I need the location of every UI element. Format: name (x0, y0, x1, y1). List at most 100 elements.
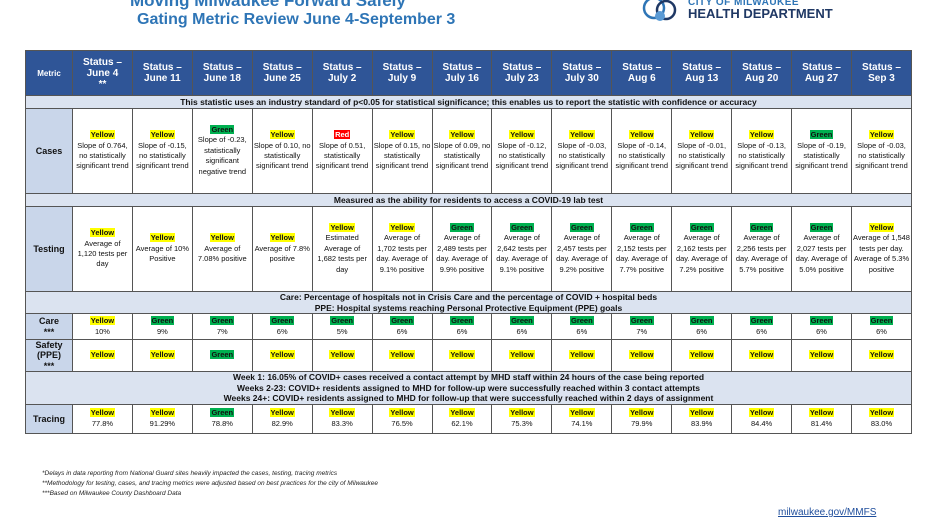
status-text: Estimated Average of 1,682 tests per day (317, 233, 367, 274)
metric-label: Cases (25, 108, 73, 194)
status-badge: Green (210, 316, 235, 326)
status-text: Average of 10% Positive (135, 243, 189, 264)
status-cell: Yellow 83.3% (311, 403, 373, 434)
status-cell: Yellow Average of 1,702 tests per day. Av… (371, 206, 433, 292)
status-text: Slope of -0.13, no statistically signifi… (735, 140, 788, 171)
header-cell: Status – June 4 ** (72, 50, 133, 96)
status-badge: Yellow (149, 350, 176, 360)
note-cell: Care: Percentage of hospitals not in Cri… (25, 291, 912, 314)
note-row: This statistic uses an industry standard… (25, 95, 912, 109)
status-text: Average of 2,027 tests per day. Average … (795, 233, 848, 274)
status-cell: Green Average of 2,027 tests per day. Ave… (791, 206, 852, 292)
status-badge: Yellow (868, 350, 895, 360)
status-cell: Green 9% (131, 313, 193, 340)
note-row: Measured as the ability for residents to… (25, 193, 912, 207)
status-badge: Green (510, 316, 534, 326)
status-cell: Yellow 84.4% (731, 403, 793, 434)
note-cell: Week 1: 16.05% of COVID+ cases received … (25, 371, 912, 405)
header-label: Status – (622, 62, 662, 73)
status-text: Slope of 0.09, no statistically signific… (433, 140, 491, 171)
status-text: 6% (696, 326, 708, 336)
status-badge: Yellow (509, 350, 535, 360)
status-text: 84.4% (750, 418, 773, 428)
status-cell: Yellow (131, 338, 193, 373)
note-line: Measured as the ability for residents to… (333, 194, 604, 205)
header-label: Status – (83, 56, 122, 68)
status-cell: Yellow Estimated Average of 1,682 tests p… (311, 206, 373, 292)
status-cell: Yellow Slope of 0.764, no statistically s… (72, 108, 133, 194)
status-text: Slope of -0.12, no statistically signifi… (495, 140, 549, 171)
status-badge: Yellow (569, 130, 595, 140)
header-label: Status – (202, 62, 242, 73)
header-cell: Status – Aug 6 (611, 50, 673, 96)
status-text: Average of 2,642 tests per day. Average … (496, 233, 548, 274)
status-cell: Yellow Slope of -0.03, no statistically s… (551, 108, 613, 194)
status-badge: Yellow (569, 408, 595, 418)
status-cell: Green Average of 2,642 tests per day. Ave… (491, 206, 553, 292)
note-cell: This statistic uses an industry standard… (25, 95, 912, 109)
status-cell: Yellow (311, 338, 373, 373)
status-badge: Green (210, 350, 235, 360)
status-cell: Yellow (611, 338, 673, 373)
status-cell: Yellow Slope of -0.15, no statistically s… (131, 108, 193, 194)
link[interactable]: milwaukee.gov/MMFS (778, 507, 877, 518)
footnote: **Methodology for testing, cases, and tr… (42, 480, 379, 487)
status-badge: Yellow (629, 408, 655, 418)
metric-label: Tracing (25, 403, 73, 434)
status-cell: Green 6% (251, 313, 313, 340)
status-cell: Red Slope of 0.51, statistically signific… (311, 108, 373, 194)
status-cell: Yellow 79.9% (611, 403, 673, 434)
status-badge: Yellow (868, 222, 895, 232)
header-label: Status – (742, 62, 782, 73)
status-cell: Green Slope of -0.23, statistically signi… (191, 108, 253, 194)
metric-name: Tracing (32, 413, 65, 424)
status-badge: Yellow (89, 408, 116, 418)
metrics-table: Metric Status – June 4 ** Status – June 11 Sta… (25, 50, 913, 434)
header-label: Status – (682, 62, 722, 73)
status-badge: Yellow (329, 350, 355, 360)
status-text: 83.0% (870, 418, 893, 428)
header-cell: Status – July 9 (371, 50, 433, 96)
title: Moving Milwaukee Forward Safely (130, 0, 406, 10)
status-text: Slope of -0.15, no statistically signifi… (136, 140, 189, 171)
header-cell: Status – June 18 (191, 50, 253, 96)
status-badge: Yellow (449, 408, 475, 418)
status-badge: Green (869, 316, 894, 326)
metric-row: Cases Yellow Slope of 0.764, no statistica… (25, 108, 913, 194)
status-cell: Yellow 76.5% (371, 403, 433, 434)
header-date: June 25 (263, 73, 301, 84)
status-cell: Yellow Average of 1,548 tests per day. Av… (850, 206, 913, 292)
status-badge: Green (330, 316, 354, 326)
status-text: 10% (94, 326, 110, 336)
status-badge: Yellow (89, 316, 116, 326)
note-line: This statistic uses an industry standard… (180, 96, 757, 107)
status-text: 82.9% (271, 418, 293, 428)
status-text: 83.9% (691, 418, 713, 428)
status-cell: Green 6% (431, 313, 493, 340)
status-badge: Yellow (449, 350, 475, 360)
header-date: July 9 (387, 73, 417, 84)
note-row: Care: Percentage of hospitals not in Cri… (25, 291, 912, 314)
status-cell: Yellow (371, 338, 433, 373)
status-badge: Yellow (808, 408, 835, 418)
header-date: July 30 (564, 73, 599, 84)
status-text: 78.8% (211, 418, 233, 428)
note-line: Week 1: 16.05% of COVID+ cases received … (232, 372, 705, 383)
status-badge: Yellow (569, 350, 595, 360)
status-badge: Green (390, 316, 414, 326)
status-text: Average of 7.8% positive (254, 243, 310, 264)
status-cell: Yellow (72, 338, 133, 373)
status-badge: Yellow (149, 233, 176, 243)
header-cell: Status – Aug 27 (791, 50, 852, 96)
status-badge: Green (749, 222, 774, 232)
note-row: Week 1: 16.05% of COVID+ cases received … (25, 371, 912, 405)
status-text: 6% (816, 326, 827, 336)
status-text: Slope of 0.764, no statistically signifi… (76, 140, 129, 171)
status-badge: Green (629, 222, 654, 232)
metric-label: Testing (25, 206, 73, 292)
status-text: 6% (276, 326, 288, 336)
status-badge: Green (569, 316, 594, 326)
status-text: 76.5% (391, 418, 413, 428)
note-cell: Measured as the ability for residents to… (25, 193, 912, 207)
header-date: July 2 (327, 73, 357, 84)
